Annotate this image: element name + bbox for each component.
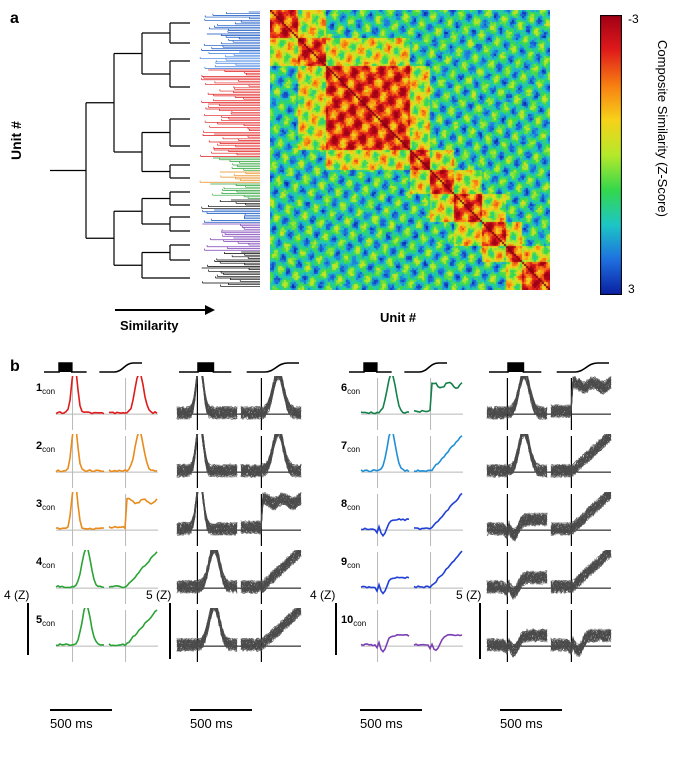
trace-label: 3con (36, 498, 55, 512)
colorbar-label: Composite Similarity (Z-Score) (655, 40, 670, 217)
zscale-label-2: 5 (Z) (146, 588, 171, 602)
zscale-bar-1 (14, 603, 34, 663)
trace-label: 4con (36, 556, 55, 570)
trace-row: 2con (40, 434, 160, 492)
trace-row: 9con (345, 550, 465, 608)
trace-mean (359, 434, 465, 490)
trace-overlay (175, 434, 303, 490)
zscale-bar-2 (158, 603, 178, 663)
trace-overlay (175, 608, 303, 664)
col-color-traces-1: 1con2con3con4con5con (40, 358, 160, 666)
panel-b-label: b (10, 358, 20, 376)
trace-row (175, 376, 305, 434)
trace-row: 6con (345, 376, 465, 434)
colorbar (600, 15, 622, 295)
zscale-label-4: 5 (Z) (456, 588, 481, 602)
trace-mean (54, 608, 160, 664)
timescale-bar-2 (190, 706, 260, 716)
trace-row (175, 608, 305, 666)
trace-label: 9con (341, 556, 360, 570)
trace-label: 7con (341, 440, 360, 454)
trace-row (175, 492, 305, 550)
zscale-label-3: 4 (Z) (310, 588, 335, 602)
timescale-label-4: 500 ms (500, 716, 543, 731)
trace-row (485, 376, 615, 434)
trace-label: 5con (36, 614, 55, 628)
trace-row: 4con (40, 550, 160, 608)
trace-overlay (175, 376, 303, 432)
zscale-bar-4 (468, 603, 488, 663)
similarity-heatmap (270, 10, 550, 290)
trace-mean (359, 492, 465, 548)
trace-row (175, 550, 305, 608)
trace-overlay (485, 434, 613, 490)
trace-overlay (485, 550, 613, 606)
panel-b: b 1con2con3con4con5con 6con7con8con9con1… (10, 358, 690, 748)
trace-overlay (175, 492, 303, 548)
timescale-bar-4 (500, 706, 570, 716)
trace-row: 7con (345, 434, 465, 492)
trace-row (485, 550, 615, 608)
figure-root: a Unit # Similarity Unit # -3 3 Composit… (10, 10, 690, 748)
trace-row (175, 434, 305, 492)
trace-row (485, 608, 615, 666)
trace-overlay (485, 492, 613, 548)
trace-mean (359, 608, 465, 664)
trace-label: 1con (36, 382, 55, 396)
similarity-label: Similarity (120, 318, 179, 333)
panel-a-label: a (10, 10, 19, 28)
panel-a: a Unit # Similarity Unit # -3 3 Composit… (10, 10, 690, 350)
y-axis-label: Unit # (8, 121, 24, 160)
col-color-traces-2: 6con7con8con9con10con (345, 358, 465, 666)
trace-row: 8con (345, 492, 465, 550)
trace-row: 10con (345, 608, 465, 666)
trace-label: 8con (341, 498, 360, 512)
trace-mean (54, 376, 160, 432)
trace-mean (54, 492, 160, 548)
x-axis-label: Unit # (380, 310, 416, 325)
zscale-label-1: 4 (Z) (4, 588, 29, 602)
timescale-label-1: 500 ms (50, 716, 93, 731)
trace-mean (54, 550, 160, 606)
zscale-bar-3 (322, 603, 342, 663)
dendrogram (40, 10, 265, 300)
trace-row: 5con (40, 608, 160, 666)
timescale-bar-3 (360, 706, 430, 716)
trace-mean (359, 376, 465, 432)
trace-mean (54, 434, 160, 490)
trace-row (485, 492, 615, 550)
trace-label: 2con (36, 440, 55, 454)
col-grey-overlay-1 (175, 358, 305, 666)
trace-overlay (175, 550, 303, 606)
trace-label: 10con (341, 614, 366, 628)
trace-label: 6con (341, 382, 360, 396)
trace-overlay (485, 608, 613, 664)
trace-row: 3con (40, 492, 160, 550)
colorbar-top-tick: -3 (628, 12, 639, 26)
trace-row: 1con (40, 376, 160, 434)
timescale-bar-1 (50, 706, 120, 716)
colorbar-bottom-tick: 3 (628, 282, 635, 296)
trace-overlay (485, 376, 613, 432)
timescale-label-2: 500 ms (190, 716, 233, 731)
trace-row (485, 434, 615, 492)
timescale-label-3: 500 ms (360, 716, 403, 731)
trace-mean (359, 550, 465, 606)
col-grey-overlay-2 (485, 358, 615, 666)
